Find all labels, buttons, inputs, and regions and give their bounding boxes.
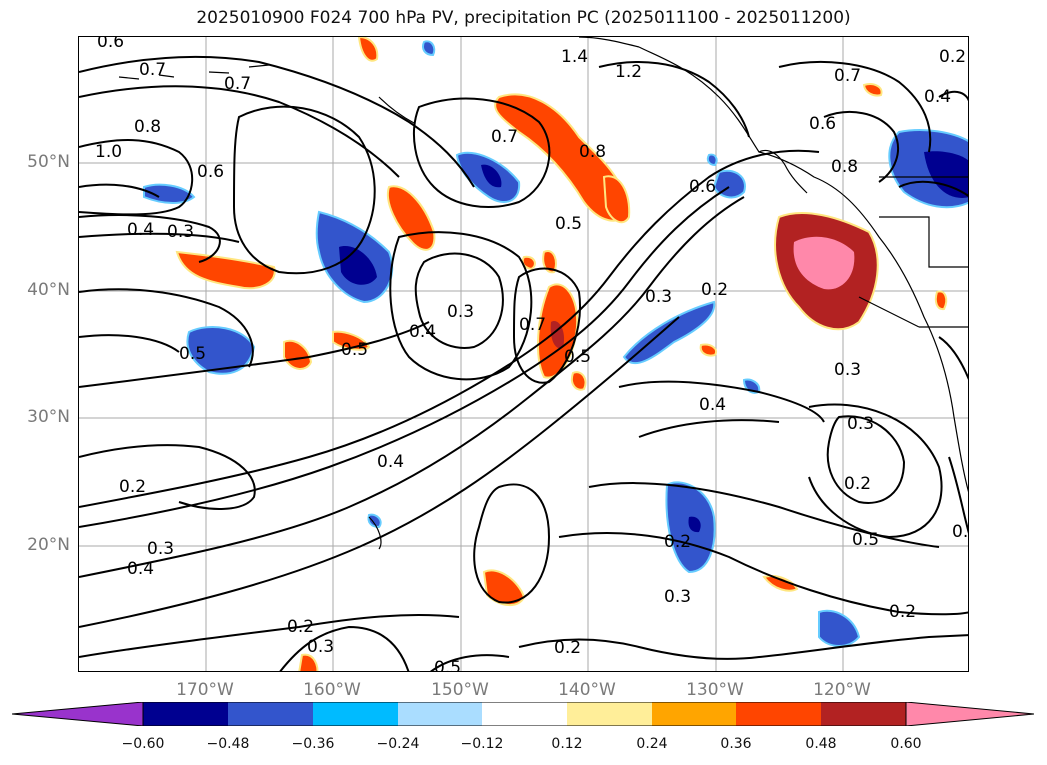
lon-label-120w: 120°W	[813, 680, 871, 700]
colorbar	[12, 702, 1034, 726]
contour-label: 0.4	[924, 87, 951, 107]
contour-label: 0.3	[147, 539, 174, 559]
colorbar-tick: 0.36	[720, 736, 752, 752]
colorbar-tick: −0.36	[291, 736, 335, 752]
contour-label: 1.0	[95, 142, 122, 162]
colorbar-segment	[228, 702, 313, 726]
colorbar-segment	[398, 702, 482, 726]
contour-label: 0.8	[831, 157, 858, 177]
contour-label: 0.2	[287, 617, 314, 637]
contour-label: 0.4	[409, 322, 436, 342]
colorbar-segment	[821, 702, 906, 726]
contour-label: 0.4	[127, 220, 154, 240]
lon-label-130w: 130°W	[686, 680, 744, 700]
colorbar-tick: 0.48	[805, 736, 837, 752]
colorbar-segment	[736, 702, 821, 726]
contour-label: 0.3	[307, 637, 334, 657]
contour-label: 0.3	[645, 287, 672, 307]
contour-label: 0.3	[664, 587, 691, 607]
contour-label: 0.7	[491, 127, 518, 147]
contour-label: 0.6	[97, 37, 124, 52]
map-panel[interactable]: 0.6 0.7 0.7 0.8 1.0 0.6 0.4 0.3 0.5 0.5 …	[78, 36, 969, 672]
contour-label: 0.5	[564, 347, 591, 367]
precip-positive-areas	[175, 37, 948, 671]
contour-label: 0.6	[197, 162, 224, 182]
contour-label: 0.7	[519, 315, 546, 335]
map-title: 2025010900 F024 700 hPa PV, precipitatio…	[196, 8, 851, 28]
colorbar-segment	[567, 702, 652, 726]
colorbar-tick: −0.48	[206, 736, 250, 752]
contour-label: 1.4	[561, 47, 588, 67]
contour-label: 0.7	[139, 60, 166, 80]
contour-label: 0.6	[952, 522, 969, 542]
lon-label-140w: 140°W	[558, 680, 616, 700]
contour-label: 0.3	[834, 360, 861, 380]
lat-label-40n: 40°N	[27, 280, 70, 300]
contour-label: 0.4	[377, 452, 404, 472]
contour-label: 0.4	[699, 395, 726, 415]
colorbar-segment	[482, 702, 567, 726]
contour-label: 0.2	[664, 532, 691, 552]
contour-label: 0.6	[689, 177, 716, 197]
colorbar-tick: −0.24	[376, 736, 420, 752]
contour-label: 1.2	[615, 62, 642, 82]
contour-label: 0.5	[341, 340, 368, 360]
colorbar-tick: −0.12	[460, 736, 504, 752]
contour-label: 0.8	[134, 117, 161, 137]
lon-label-160w: 160°W	[303, 680, 361, 700]
precip-negative-areas	[143, 40, 968, 647]
contour-label: 0.2	[554, 638, 581, 658]
contour-label: 0.5	[179, 344, 206, 364]
contour-label: 0.2	[119, 477, 146, 497]
colorbar-segment	[652, 702, 736, 726]
contour-label: 0.2	[939, 47, 966, 67]
contour-label: 0.3	[167, 222, 194, 242]
lon-label-170w: 170°W	[176, 680, 234, 700]
contour-label: 0.4	[127, 559, 154, 579]
contour-label: 0.5	[852, 530, 879, 550]
colorbar-extend-high	[905, 702, 1034, 726]
coastlines	[118, 37, 968, 550]
map-canvas: 0.6 0.7 0.7 0.8 1.0 0.6 0.4 0.3 0.5 0.5 …	[79, 37, 969, 672]
contour-label: 0.7	[224, 74, 251, 94]
colorbar-tick: 0.12	[551, 736, 583, 752]
colorbar-tick: 0.24	[636, 736, 668, 752]
colorbar-tick: 0.60	[890, 736, 922, 752]
contour-labels: 0.6 0.7 0.7 0.8 1.0 0.6 0.4 0.3 0.5 0.5 …	[95, 37, 969, 672]
contour-label: 0.2	[844, 474, 871, 494]
lat-label-50n: 50°N	[27, 152, 70, 172]
colorbar-segment	[313, 702, 398, 726]
pv-contours	[79, 55, 968, 671]
lat-label-30n: 30°N	[27, 407, 70, 427]
lat-label-20n: 20°N	[27, 535, 70, 555]
colorbar-segment	[143, 702, 228, 726]
lon-label-150w: 150°W	[431, 680, 489, 700]
contour-label: 0.5	[434, 658, 461, 672]
contour-label: 0.7	[834, 66, 861, 86]
contour-label: 0.3	[447, 302, 474, 322]
colorbar-tick: −0.60	[121, 736, 165, 752]
contour-label: 0.3	[847, 414, 874, 434]
contour-label: 0.6	[809, 114, 836, 134]
contour-label: 0.2	[701, 280, 728, 300]
contour-label: 0.5	[555, 214, 582, 234]
colorbar-extend-low	[12, 702, 144, 726]
contour-label: 0.8	[579, 142, 606, 162]
contour-label: 0.2	[889, 602, 916, 622]
